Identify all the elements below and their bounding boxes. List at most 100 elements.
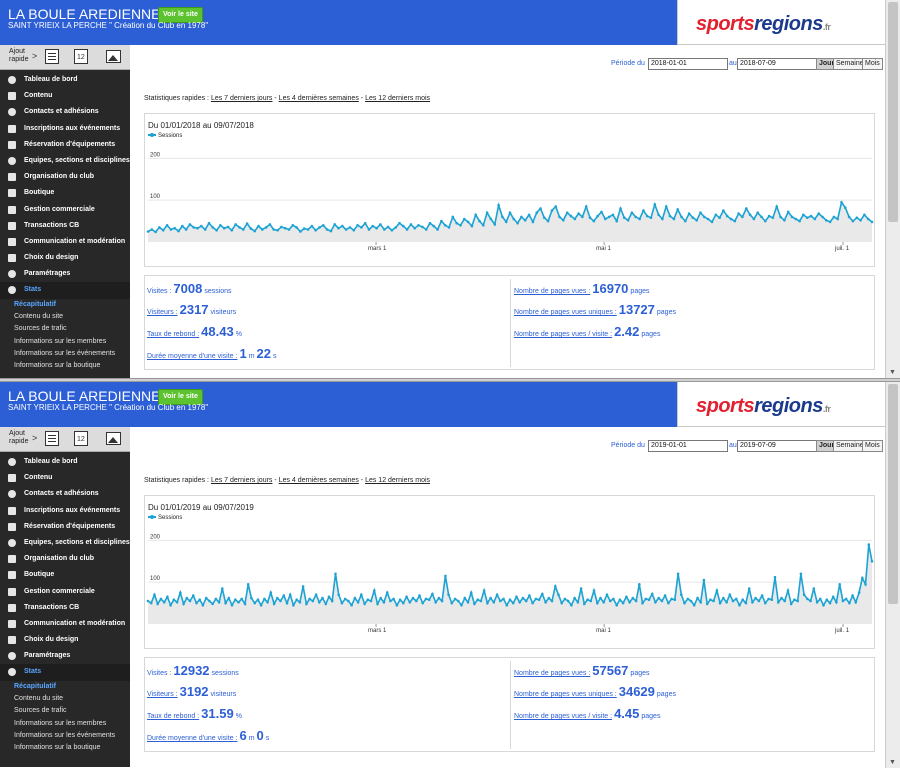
stats-submenu-item[interactable]: Sources de trafic <box>14 707 67 715</box>
sessions-point[interactable] <box>264 226 268 229</box>
sessions-point[interactable] <box>198 598 201 601</box>
unique-page-views-link[interactable]: Nombre de pages vues uniques : <box>514 691 617 698</box>
sessions-point[interactable] <box>253 229 256 233</box>
sessions-point[interactable] <box>661 217 664 221</box>
sessions-point[interactable] <box>394 226 397 229</box>
sidebar-item-0[interactable]: Tableau de bord <box>0 72 130 88</box>
sessions-point[interactable] <box>544 601 547 604</box>
sessions-point[interactable] <box>292 603 295 607</box>
sessions-point[interactable] <box>691 216 695 219</box>
sessions-point[interactable] <box>706 217 710 221</box>
sessions-point[interactable] <box>375 226 378 230</box>
sessions-point[interactable] <box>733 219 737 223</box>
sessions-point[interactable] <box>543 216 546 219</box>
sessions-point[interactable] <box>179 591 182 594</box>
sessions-point[interactable] <box>518 601 521 604</box>
sessions-point[interactable] <box>600 210 603 214</box>
sessions-point[interactable] <box>628 601 631 604</box>
sessions-point[interactable] <box>714 213 718 217</box>
chevron-right-icon[interactable]: > <box>32 51 38 61</box>
sessions-point[interactable] <box>215 229 218 232</box>
sessions-point[interactable] <box>482 589 486 592</box>
sessions-point[interactable] <box>250 596 253 600</box>
sessions-point[interactable] <box>402 224 405 228</box>
sessions-point[interactable] <box>318 601 321 604</box>
sidebar-item-1[interactable]: Contenu <box>0 88 130 104</box>
pages-per-visit-link[interactable]: Nombre de pages vues / visite : <box>514 713 613 720</box>
sessions-point[interactable] <box>516 221 519 225</box>
sessions-point[interactable] <box>566 599 570 603</box>
sessions-point[interactable] <box>314 229 317 232</box>
sessions-point[interactable] <box>604 217 607 221</box>
sessions-point[interactable] <box>754 596 757 600</box>
scrollbar-thumb[interactable] <box>888 384 898 604</box>
sidebar-item-1[interactable]: Contenu <box>0 470 130 486</box>
sessions-point[interactable] <box>672 217 676 221</box>
sessions-point[interactable] <box>347 599 350 603</box>
sessions-point[interactable] <box>279 599 282 603</box>
sessions-point[interactable] <box>790 215 794 219</box>
sessions-point[interactable] <box>478 219 481 223</box>
sessions-point[interactable] <box>725 214 729 218</box>
sessions-point[interactable] <box>634 599 638 603</box>
sessions-point[interactable] <box>245 222 249 225</box>
sessions-point[interactable] <box>485 211 489 214</box>
sessions-point[interactable] <box>398 221 401 225</box>
sessions-point[interactable] <box>322 224 325 227</box>
sessions-point[interactable] <box>162 601 166 604</box>
sessions-point[interactable] <box>596 601 599 605</box>
sessions-point[interactable] <box>489 596 492 600</box>
sessions-point[interactable] <box>201 603 205 607</box>
sessions-point[interactable] <box>501 215 504 219</box>
sessions-point[interactable] <box>497 203 500 207</box>
sessions-point[interactable] <box>573 217 577 221</box>
sessions-point[interactable] <box>311 599 315 603</box>
sessions-point[interactable] <box>237 601 240 604</box>
sessions-point[interactable] <box>305 602 308 606</box>
sessions-point[interactable] <box>226 225 230 229</box>
sessions-point[interactable] <box>234 223 237 226</box>
sessions-point[interactable] <box>489 217 493 221</box>
sessions-point[interactable] <box>748 213 752 217</box>
sessions-point[interactable] <box>188 599 192 603</box>
sessions-point[interactable] <box>402 601 405 605</box>
sessions-point[interactable] <box>757 599 761 603</box>
sessions-point[interactable] <box>608 599 612 603</box>
sessions-point[interactable] <box>718 216 721 219</box>
sessions-point[interactable] <box>586 598 589 601</box>
sessions-point[interactable] <box>360 226 363 229</box>
sessions-point[interactable] <box>195 601 198 605</box>
sessions-point[interactable] <box>389 599 392 603</box>
sessions-point[interactable] <box>623 216 626 219</box>
sessions-point[interactable] <box>440 219 443 223</box>
sessions-point[interactable] <box>709 598 712 601</box>
sessions-point[interactable] <box>207 221 211 225</box>
stats-submenu-item[interactable]: Informations sur les événements <box>14 731 116 739</box>
bounce-rate-link[interactable]: Taux de rebond : <box>147 331 200 338</box>
sessions-point[interactable] <box>327 595 331 599</box>
sessions-point[interactable] <box>369 599 373 603</box>
sessions-point[interactable] <box>398 598 402 601</box>
sessions-point[interactable] <box>809 214 813 218</box>
sessions-point[interactable] <box>149 601 153 605</box>
sessions-point[interactable] <box>457 599 460 603</box>
sessions-point[interactable] <box>657 596 660 600</box>
sessions-point[interactable] <box>667 601 670 605</box>
sessions-point[interactable] <box>334 572 337 576</box>
sessions-point[interactable] <box>838 583 841 586</box>
sessions-point[interactable] <box>214 597 218 601</box>
sessions-point[interactable] <box>722 596 725 600</box>
sessions-point[interactable] <box>851 594 854 597</box>
sessions-point[interactable] <box>535 211 538 214</box>
sessions-point[interactable] <box>246 583 250 586</box>
sessions-point[interactable] <box>844 597 848 601</box>
avg-duration-link[interactable]: Durée moyenne d'une visite : <box>147 735 238 742</box>
sessions-point[interactable] <box>550 209 554 212</box>
sessions-point[interactable] <box>722 209 725 212</box>
sessions-point[interactable] <box>470 224 474 228</box>
sessions-point[interactable] <box>473 602 476 606</box>
sessions-point[interactable] <box>756 211 759 214</box>
scroll-down-arrow-icon[interactable]: ▼ <box>889 759 896 766</box>
scroll-down-arrow-icon[interactable]: ▼ <box>889 369 896 376</box>
sportsregions-logo[interactable]: sportsregions.fr <box>677 382 885 427</box>
